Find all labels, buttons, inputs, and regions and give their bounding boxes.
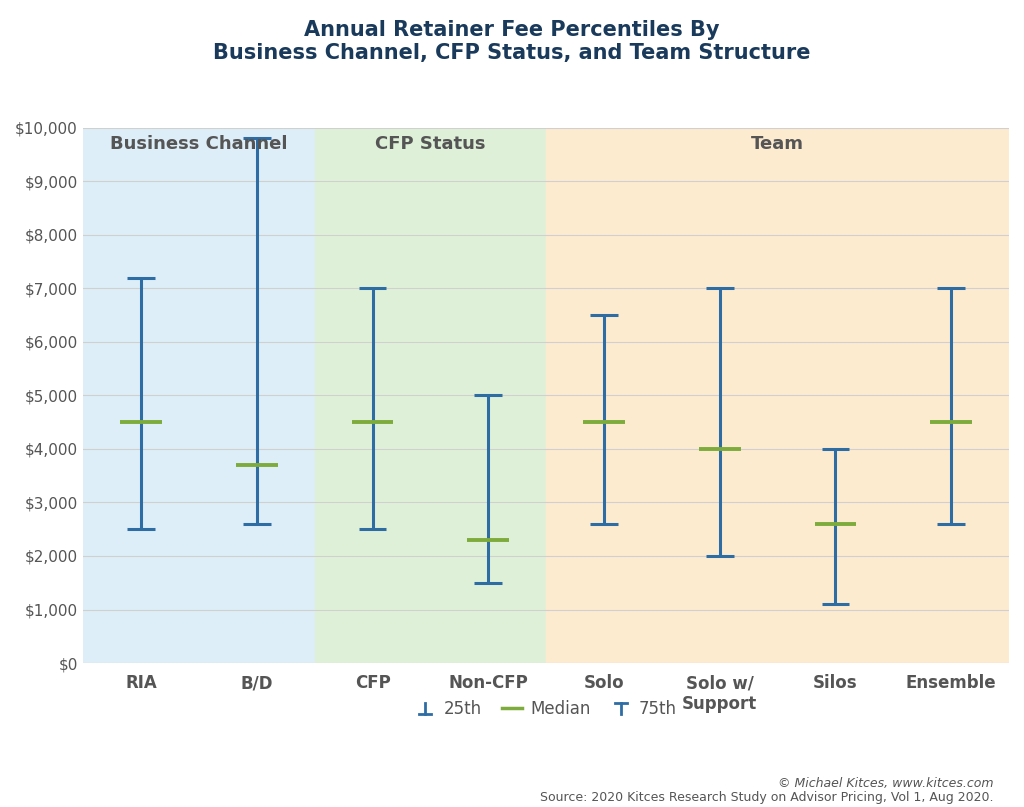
Bar — [546, 128, 1009, 663]
Bar — [83, 128, 314, 663]
Legend: 25th, Median, 75th: 25th, Median, 75th — [409, 693, 684, 725]
Text: Business Channel: Business Channel — [111, 135, 288, 153]
Text: Annual Retainer Fee Percentiles By
Business Channel, CFP Status, and Team Struct: Annual Retainer Fee Percentiles By Busin… — [213, 20, 811, 64]
Text: © Michael Kitces, www.kitces.com: © Michael Kitces, www.kitces.com — [778, 777, 993, 790]
Text: CFP Status: CFP Status — [375, 135, 485, 153]
Text: Team: Team — [751, 135, 804, 153]
Bar — [314, 128, 546, 663]
Text: Source: 2020 Kitces Research Study on Advisor Pricing, Vol 1, Aug 2020.: Source: 2020 Kitces Research Study on Ad… — [540, 791, 993, 804]
